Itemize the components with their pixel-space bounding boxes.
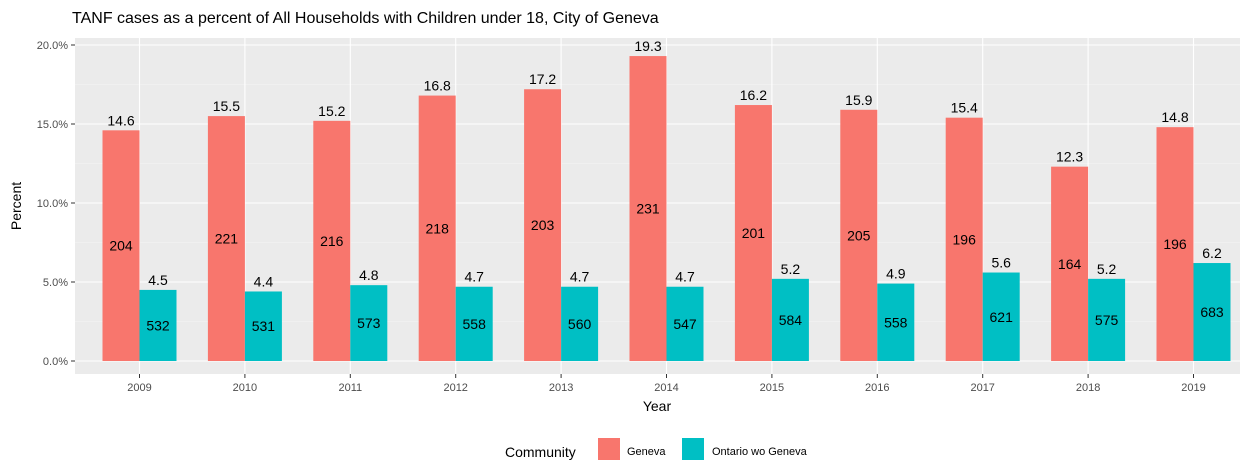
bar-ontario-wo-geneva [1193,263,1231,361]
bar-count-label: 218 [426,220,450,236]
bar-value-label: 5.2 [1097,261,1117,277]
y-tick-label: 0.0% [43,356,68,368]
bar-value-label: 4.7 [675,269,695,285]
y-tick-label: 15.0% [37,119,68,131]
bar-value-label: 4.7 [570,269,590,285]
bar-geneva [418,95,456,361]
x-tick-label: 2010 [233,382,257,394]
bar-count-label: 205 [847,227,871,243]
x-tick-label: 2019 [1181,382,1205,394]
bar-value-label: 4.5 [148,272,168,288]
x-tick-label: 2018 [1076,382,1100,394]
bar-ontario-wo-geneva [244,291,282,361]
bar-count-label: 560 [568,316,592,332]
bar-ontario-wo-geneva [771,278,809,361]
y-axis-title: Percent [8,182,24,230]
legend-label-ontario-wo-geneva: Ontario wo Geneva [712,446,807,458]
bar-count-label: 547 [673,316,697,332]
x-tick-label: 2015 [760,382,784,394]
bar-value-label: 15.4 [951,100,978,116]
bar-count-label: 203 [531,217,555,233]
bar-count-label: 621 [990,309,1014,325]
x-tick-label: 2009 [127,382,151,394]
bar-count-label: 573 [357,315,381,331]
bar-value-label: 4.9 [886,266,906,282]
bar-ontario-wo-geneva [350,285,388,361]
bar-value-label: 12.3 [1056,149,1083,165]
legend-label-geneva: Geneva [627,446,666,458]
bar-value-label: 4.8 [359,267,379,283]
x-tick-label: 2013 [549,382,573,394]
y-tick-label: 10.0% [37,198,68,210]
x-tick-label: 2012 [443,382,467,394]
bar-value-label: 16.2 [740,87,767,103]
bar-count-label: 532 [146,317,170,333]
bar-count-label: 196 [1163,236,1187,252]
bar-count-label: 531 [252,318,276,334]
bar-geneva [734,105,772,361]
x-tick-label: 2014 [654,382,678,394]
bar-count-label: 221 [215,231,239,247]
bar-value-label: 4.4 [254,273,274,289]
data-labels: 14.6 204 4.5 532 15.5 221 4.4 531 15.2 216 4.8 573 1… [107,38,1224,334]
bar-chart: 14.6 204 4.5 532 15.5 221 4.4 531 15.2 216 4.8 573 1… [8,38,1240,414]
legend-title: Community [505,444,576,460]
bar-geneva [629,56,667,362]
x-tick-label: 2017 [970,382,994,394]
bar-count-label: 575 [1095,312,1119,328]
bar-ontario-wo-geneva [666,286,704,361]
bar-ontario-wo-geneva [982,272,1020,361]
bar-geneva [1051,166,1089,361]
bar-value-label: 19.3 [634,38,661,54]
bar-count-label: 683 [1200,304,1224,320]
x-tick-label: 2016 [865,382,889,394]
bar-geneva [102,130,140,361]
x-tick-label: 2011 [338,382,362,394]
bars [102,56,1231,362]
bar-count-label: 231 [636,201,660,217]
bar-geneva [840,109,878,361]
legend-key-ontario-wo-geneva [682,438,704,460]
bar-value-label: 5.2 [781,261,801,277]
bar-value-label: 16.8 [424,78,451,94]
bar-value-label: 14.8 [1161,109,1188,125]
bar-ontario-wo-geneva [1088,278,1126,361]
bar-value-label: 15.2 [318,103,345,119]
axes: 0.0%5.0%10.0%15.0%20.0%2009 2010 2011 2012 2… [37,40,1206,394]
bar-value-label: 4.7 [464,269,484,285]
x-axis-title: Year [643,398,672,414]
bar-value-label: 6.2 [1202,245,1222,261]
bar-count-label: 204 [109,238,133,254]
bar-count-label: 216 [320,233,344,249]
bar-ontario-wo-geneva [455,286,493,361]
bar-count-label: 164 [1058,256,1082,272]
bar-value-label: 15.9 [845,92,872,108]
bar-geneva [313,120,351,361]
bar-count-label: 196 [953,231,977,247]
legend: Community Geneva Ontario wo Geneva [0,438,1248,460]
bar-count-label: 558 [463,316,487,332]
y-tick-label: 5.0% [43,277,68,289]
bar-count-label: 558 [884,314,908,330]
y-tick-label: 20.0% [37,40,68,52]
bar-geneva [207,116,245,361]
legend-key-geneva [598,438,620,460]
chart-title: TANF cases as a percent of All Household… [72,10,659,27]
bar-value-label: 15.5 [213,98,240,114]
bar-geneva [524,89,562,362]
bar-ontario-wo-geneva [561,286,599,361]
bar-value-label: 17.2 [529,71,556,87]
bar-value-label: 14.6 [107,112,134,128]
bar-count-label: 201 [742,225,766,241]
bar-geneva [1156,127,1194,361]
bar-ontario-wo-geneva [139,289,177,361]
bar-count-label: 584 [779,312,803,328]
bar-geneva [945,117,983,362]
bar-value-label: 5.6 [991,255,1011,271]
bar-ontario-wo-geneva [877,283,915,361]
